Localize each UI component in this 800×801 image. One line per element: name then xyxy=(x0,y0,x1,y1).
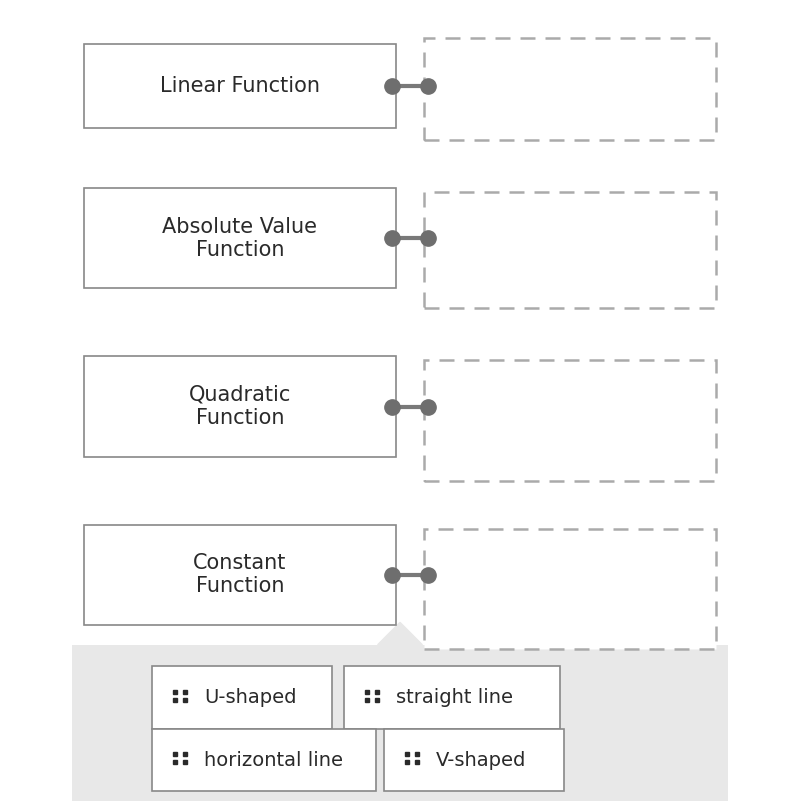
FancyBboxPatch shape xyxy=(84,188,396,288)
Text: Absolute Value
Function: Absolute Value Function xyxy=(162,217,318,260)
FancyBboxPatch shape xyxy=(344,666,560,729)
FancyBboxPatch shape xyxy=(384,729,564,791)
FancyBboxPatch shape xyxy=(152,729,376,791)
FancyBboxPatch shape xyxy=(424,192,716,308)
Text: U-shaped: U-shaped xyxy=(204,688,297,707)
Text: V-shaped: V-shaped xyxy=(436,751,526,770)
Text: straight line: straight line xyxy=(396,688,513,707)
FancyBboxPatch shape xyxy=(424,38,716,140)
Text: horizontal line: horizontal line xyxy=(204,751,343,770)
FancyBboxPatch shape xyxy=(84,44,396,128)
Bar xyxy=(72,645,728,801)
FancyBboxPatch shape xyxy=(152,666,332,729)
Text: Constant
Function: Constant Function xyxy=(194,553,286,596)
Text: Quadratic
Function: Quadratic Function xyxy=(189,385,291,428)
FancyBboxPatch shape xyxy=(424,360,716,481)
Text: Linear Function: Linear Function xyxy=(160,76,320,96)
Polygon shape xyxy=(378,622,422,645)
FancyBboxPatch shape xyxy=(424,529,716,649)
FancyBboxPatch shape xyxy=(84,356,396,457)
FancyBboxPatch shape xyxy=(84,525,396,625)
